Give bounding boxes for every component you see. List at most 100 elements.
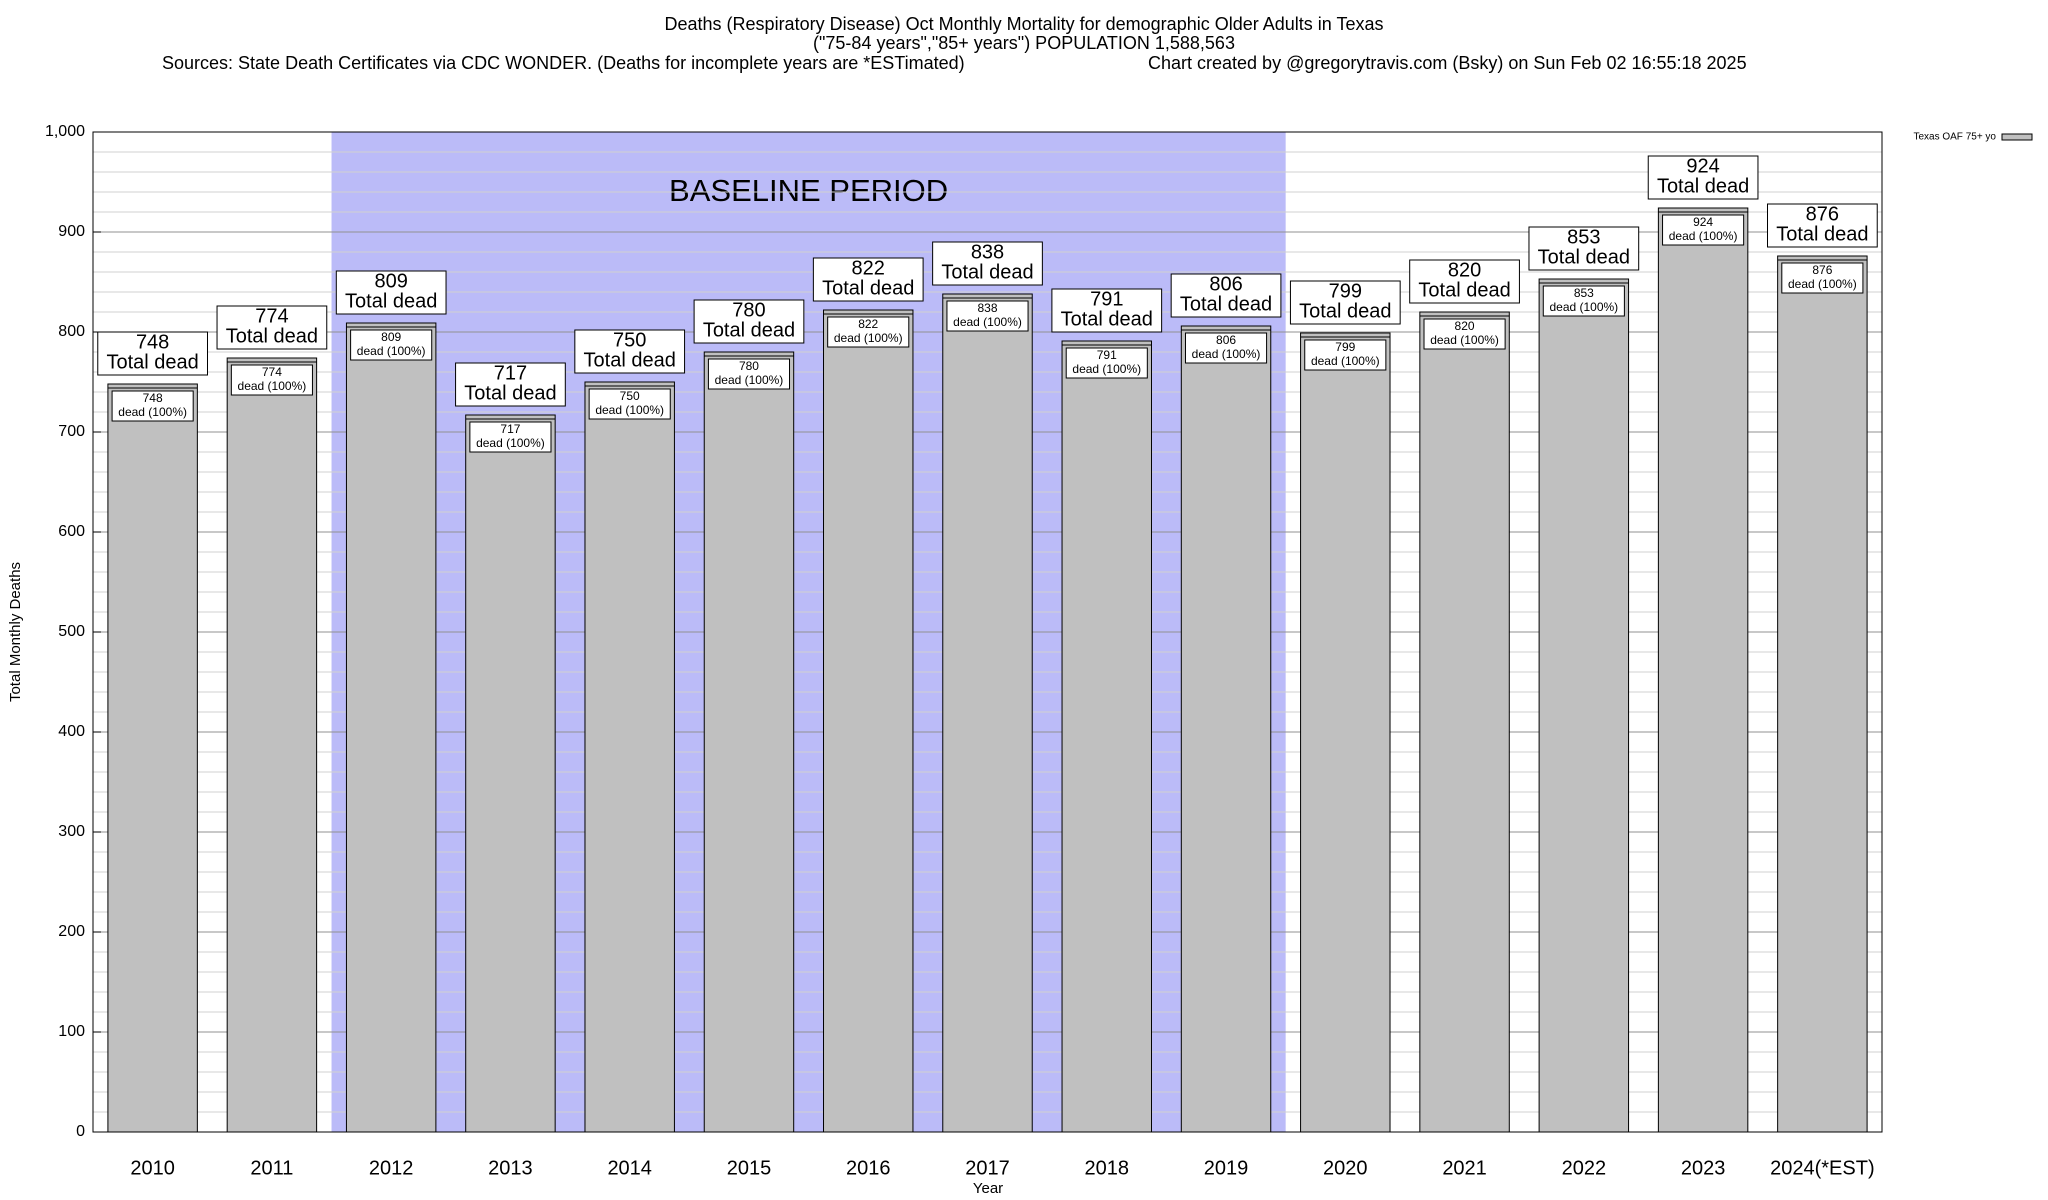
baseline-label: BASELINE PERIOD	[669, 173, 948, 208]
total-label-text: Total dead	[584, 349, 676, 371]
inner-label-box	[707, 358, 791, 390]
total-label-box	[1528, 226, 1640, 271]
total-label-text: Total dead	[1299, 300, 1391, 322]
bar	[1061, 340, 1152, 1133]
x-tick-label: 2019	[1204, 1157, 1249, 1179]
inner-label-box	[1781, 262, 1864, 294]
bar	[345, 322, 437, 1133]
x-tick-label: 2010	[130, 1157, 175, 1179]
inner-label-text: dead (100%)	[1788, 277, 1857, 291]
x-tick-label: 2024(*EST)	[1770, 1157, 1875, 1179]
inner-label-text: dead (100%)	[1192, 347, 1261, 361]
total-label-value: 774	[255, 305, 288, 327]
y-tick-label: 500	[58, 623, 85, 640]
inner-label-box	[1662, 214, 1745, 246]
total-label-box	[1289, 280, 1401, 325]
inner-label-text: dead (100%)	[595, 403, 664, 417]
total-label-value: 809	[374, 270, 407, 292]
bar	[1180, 325, 1272, 1133]
x-tick-label: 2015	[727, 1157, 772, 1179]
total-label-box	[455, 362, 566, 407]
y-tick-label: 700	[58, 423, 85, 440]
inner-label-box	[1423, 318, 1506, 350]
chart-credit: Chart created by @gregorytravis.com (Bsk…	[1148, 53, 1747, 73]
inner-label-box	[1304, 339, 1387, 371]
total-label-text: Total dead	[464, 382, 556, 404]
chart-source: Sources: State Death Certificates via CD…	[162, 53, 965, 73]
y-tick-label: 300	[58, 823, 85, 840]
bar	[942, 293, 1033, 1133]
inner-label-value: 799	[1335, 340, 1355, 354]
total-label-box	[932, 241, 1043, 286]
total-label-box	[97, 331, 208, 376]
total-label-text: Total dead	[1538, 246, 1630, 268]
y-tick-label: 900	[58, 223, 85, 240]
y-tick-label: 400	[58, 723, 85, 740]
total-label-text: Total dead	[822, 277, 914, 299]
inner-label-box	[350, 329, 433, 361]
x-tick-label: 2021	[1442, 1157, 1487, 1179]
x-tick-label: 2011	[250, 1157, 293, 1179]
inner-label-value: 774	[262, 365, 282, 379]
inner-label-value: 876	[1812, 263, 1832, 277]
total-label-value: 820	[1448, 259, 1481, 281]
y-tick-label: 800	[58, 323, 85, 340]
total-label-box	[1170, 273, 1282, 318]
bar	[1777, 255, 1868, 1133]
inner-label-text: dead (100%)	[238, 379, 307, 393]
total-label-box	[1767, 203, 1878, 248]
bar	[823, 309, 914, 1133]
total-label-text: Total dead	[1418, 279, 1510, 301]
total-label-value: 876	[1806, 203, 1839, 225]
bar	[703, 351, 795, 1133]
inner-label-text: dead (100%)	[1430, 333, 1499, 347]
inner-label-value: 853	[1574, 286, 1594, 300]
inner-label-box	[588, 388, 671, 420]
x-tick-label: 2013	[488, 1157, 533, 1179]
x-tick-label: 2018	[1085, 1157, 1130, 1179]
total-label-value: 717	[494, 362, 527, 384]
inner-label-value: 748	[143, 391, 163, 405]
total-label-value: 822	[852, 257, 885, 279]
inner-label-text: dead (100%)	[1072, 362, 1141, 376]
total-label-box	[1647, 155, 1759, 200]
total-label-box	[216, 305, 328, 350]
inner-label-box	[946, 300, 1029, 332]
bar	[1300, 332, 1391, 1133]
total-label-box	[335, 270, 447, 315]
y-tick-label: 0	[76, 1123, 85, 1140]
y-tick-label: 100	[58, 1023, 85, 1040]
total-label-value: 780	[732, 299, 765, 321]
total-label-text: Total dead	[941, 261, 1033, 283]
total-label-box	[574, 329, 686, 374]
inner-label-value: 924	[1693, 215, 1713, 229]
total-label-text: Total dead	[1776, 223, 1868, 245]
y-tick-label: 1,000	[45, 123, 85, 140]
total-label-value: 806	[1209, 273, 1242, 295]
total-label-text: Total dead	[106, 351, 198, 373]
total-label-value: 799	[1329, 280, 1362, 302]
total-label-text: Total dead	[226, 325, 318, 347]
total-label-value: 791	[1090, 288, 1123, 310]
legend-label: Texas OAF 75+ yo	[1913, 132, 1996, 143]
x-tick-label: 2020	[1323, 1157, 1368, 1179]
inner-label-text: dead (100%)	[357, 344, 426, 358]
bar	[1538, 278, 1630, 1133]
inner-label-value: 838	[977, 301, 997, 315]
total-label-box	[1051, 288, 1163, 333]
total-label-text: Total dead	[703, 319, 795, 341]
bar	[107, 383, 198, 1133]
chart-title: Deaths (Respiratory Disease) Oct Monthly…	[665, 14, 1384, 34]
x-tick-label: 2022	[1562, 1157, 1607, 1179]
legend-swatch	[2001, 133, 2033, 141]
total-label-text: Total dead	[1657, 175, 1749, 197]
inner-label-value: 791	[1097, 348, 1117, 362]
inner-label-box	[827, 316, 910, 348]
inner-label-value: 820	[1455, 319, 1475, 333]
total-label-box	[1409, 259, 1520, 304]
total-label-value: 750	[613, 329, 646, 351]
x-tick-label: 2012	[369, 1157, 414, 1179]
total-label-value: 853	[1567, 226, 1600, 248]
inner-label-value: 822	[858, 317, 878, 331]
